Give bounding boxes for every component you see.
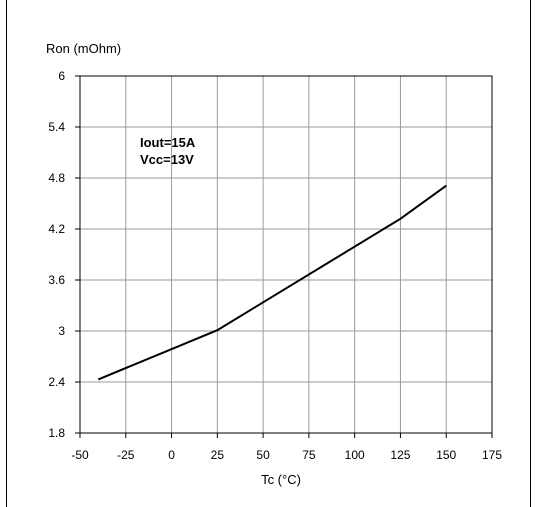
y-axis-ticks: 1.8 2.4 3 3.6 4.2 4.8 5.4 6 [48,69,80,440]
x-tick-label: 50 [256,448,270,462]
y-tick-label: 2.4 [48,375,65,389]
x-tick-label: 100 [345,448,365,462]
y-tick-label: 6 [58,69,65,83]
x-tick-label: -50 [71,448,89,462]
x-axis-ticks: -50 -25 0 25 50 75 100 125 150 175 [71,433,502,462]
x-tick-label: 0 [168,448,175,462]
y-tick-label: 3.6 [48,273,65,287]
x-tick-label: 150 [436,448,456,462]
y-tick-label: 4.8 [48,171,65,185]
y-tick-label: 1.8 [48,426,65,440]
annotation-vcc: Vcc=13V [140,152,194,167]
y-axis-label: Ron (mOhm) [46,41,121,56]
grid-lines [80,76,492,433]
series-line [97,184,447,381]
y-tick-label: 3 [58,324,65,338]
x-tick-label: 175 [482,448,502,462]
chart-frame [6,0,531,507]
annotation-iout: Iout=15A [140,135,196,150]
x-axis-label: Tc (°C) [261,472,301,487]
y-tick-label: 5.4 [48,120,65,134]
x-tick-label: 25 [211,448,225,462]
x-tick-label: 75 [302,448,316,462]
x-tick-label: -25 [117,448,135,462]
x-tick-label: 125 [390,448,410,462]
y-tick-label: 4.2 [48,222,65,236]
plot-area [79,75,493,434]
